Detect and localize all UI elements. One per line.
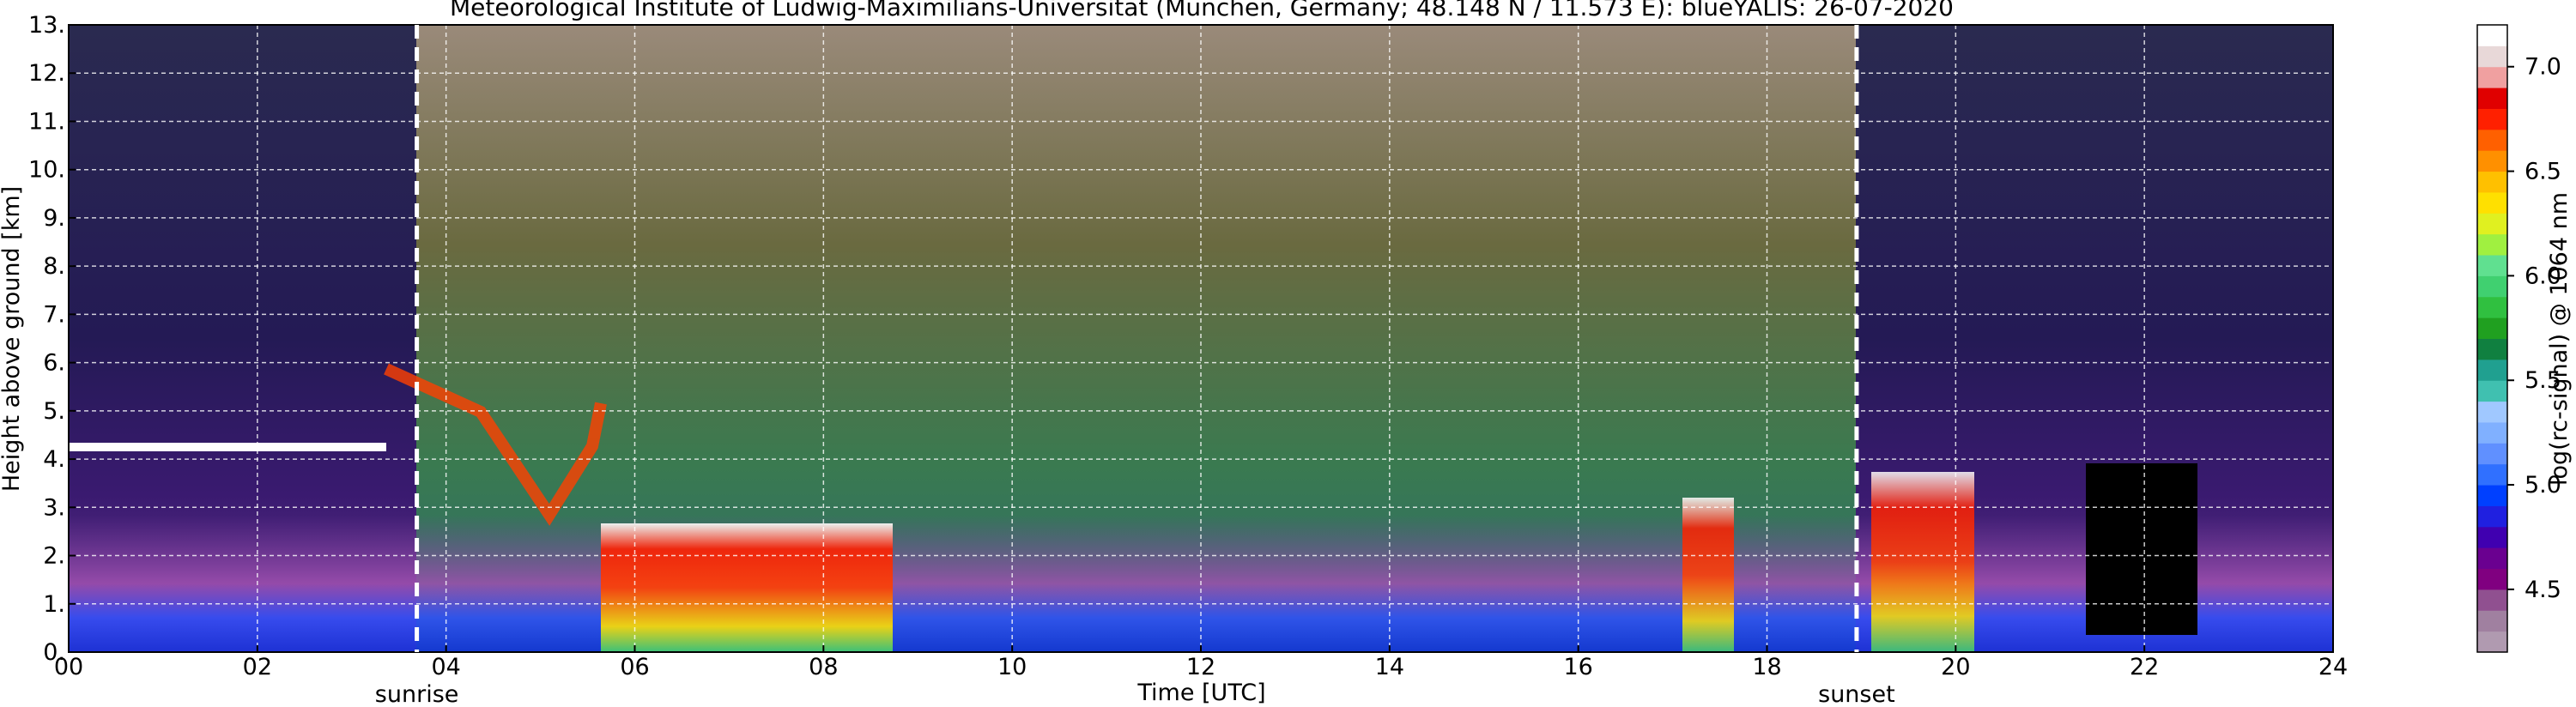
colorbar-swatch (2477, 171, 2507, 193)
y-tick-label: 7. (43, 301, 65, 328)
y-tick-label: 1. (43, 591, 65, 618)
colorbar-tick-label: 6.0 (2524, 263, 2561, 289)
colorbar-swatch (2477, 380, 2507, 402)
x-tick-label: 20 (1941, 654, 1970, 680)
colorbar-swatch (2477, 631, 2507, 653)
y-tick-label: 4. (43, 446, 65, 473)
colorbar-swatch (2477, 463, 2507, 486)
colorbar-swatch (2477, 359, 2507, 381)
colorbar-swatch (2477, 150, 2507, 172)
colorbar-tick-label: 5.5 (2524, 367, 2561, 394)
colorbar-tick-label: 5.0 (2524, 472, 2561, 499)
colorbar-swatch (2477, 589, 2507, 611)
y-axis-label: Height above ground [km] (0, 186, 25, 492)
colorbar-swatch (2477, 568, 2507, 590)
y-tick-label: 8. (43, 253, 65, 280)
x-tick-label: 08 (809, 654, 838, 680)
y-tick-label: 11. (28, 108, 65, 135)
x-tick-label: 04 (431, 654, 460, 680)
colorbar-swatch (2477, 255, 2507, 276)
colorbar-swatch (2477, 108, 2507, 130)
colorbar-swatch (2477, 25, 2507, 46)
x-tick-label: 18 (1752, 654, 1781, 680)
y-tick-label: 0. (43, 639, 65, 666)
colorbar-swatch (2477, 45, 2507, 68)
colorbar-swatch (2477, 233, 2507, 256)
x-tick-label: 24 (2318, 654, 2348, 680)
colorbar-swatch (2477, 88, 2507, 109)
colorbar-swatch (2477, 505, 2507, 528)
y-tick-label: 12. (28, 60, 65, 87)
annotation-label: sunrise (375, 681, 459, 707)
axes: 00 02 04 06 08 10 12 14 16 18 20 22 24 0. 1. 2. 3. 4. 5. 6.… (28, 12, 2348, 707)
colorbar-frame (2476, 24, 2508, 653)
colorbar-label: log(rc-signal) @ 1064 nm (2546, 192, 2573, 486)
x-tick-label: 22 (2130, 654, 2159, 680)
colorbar-swatch (2477, 547, 2507, 570)
y-tick-label: 5. (43, 398, 65, 425)
colorbar-swatch (2477, 296, 2507, 318)
colorbar-swatch (2477, 443, 2507, 465)
grid (68, 24, 2334, 653)
colorbar-swatch (2477, 317, 2507, 339)
y-tick-label: 6. (43, 350, 65, 377)
colorbar-swatch (2477, 213, 2507, 235)
x-tick-label: 12 (1186, 654, 1215, 680)
colorbar-swatch (2477, 485, 2507, 506)
colorbar-swatch (2477, 66, 2507, 88)
colorbar-swatch (2477, 275, 2507, 298)
colorbar-swatch (2477, 401, 2507, 423)
chart-title: Meteorological Institute of Ludwig-Maxim… (450, 0, 1954, 21)
y-tick-label: 13. (28, 12, 65, 39)
x-tick-label: 00 (54, 654, 83, 680)
colorbar-swatch (2477, 526, 2507, 548)
colorbar-swatch (2477, 338, 2507, 360)
x-tick-label: 06 (620, 654, 649, 680)
x-tick-label: 14 (1375, 654, 1404, 680)
x-tick-label: 10 (997, 654, 1027, 680)
x-tick-label: 02 (243, 654, 272, 680)
y-tick-label: 10. (28, 157, 65, 184)
y-tick-label: 3. (43, 494, 65, 521)
x-tick-label: 16 (1563, 654, 1592, 680)
colorbar-tick-label: 7.0 (2524, 54, 2561, 81)
colorbar-tick-label: 6.5 (2524, 159, 2561, 185)
y-tick-label: 2. (43, 543, 65, 570)
colorbar-swatch (2477, 129, 2507, 151)
colorbar-swatch (2477, 421, 2507, 444)
colorbar-swatch (2477, 191, 2507, 214)
annotation-label: sunset (1818, 681, 1895, 707)
x-axis-label: Time [UTC] (1136, 680, 1265, 706)
colorbar-tick-label: 4.5 (2524, 577, 2561, 603)
plot-frame (68, 24, 2334, 653)
colorbar-swatch (2477, 610, 2507, 632)
y-tick-label: 9. (43, 205, 65, 232)
